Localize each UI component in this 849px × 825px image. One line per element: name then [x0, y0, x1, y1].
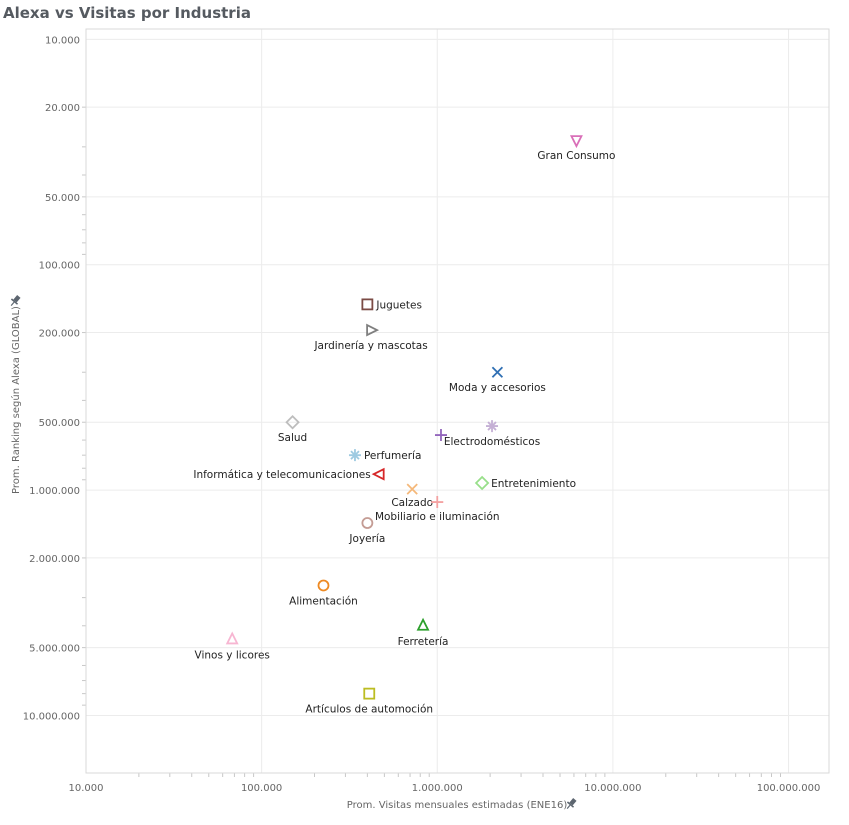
- y-tick-label: 2.000.000: [29, 554, 80, 565]
- point-calzado[interactable]: Calzado: [391, 483, 433, 509]
- x-tick-label: 1.000.000: [412, 783, 463, 794]
- y-tick-label: 100.000: [39, 261, 80, 272]
- marker-circle[interactable]: [361, 517, 374, 529]
- point-label: Electrodomésticos: [444, 436, 540, 448]
- marker-plus[interactable]: [434, 429, 447, 442]
- point-label: Perfumería: [364, 450, 421, 462]
- x-tick-label: 10.000.000: [584, 783, 641, 794]
- y-tick-label: 50.000: [45, 193, 80, 204]
- y-axis-pin-icon[interactable]: [8, 294, 22, 308]
- x-axis-ticks: 10.000 100.000 1.000.000 10.000.000 100.000.…: [69, 783, 821, 794]
- point-label: Mobiliario e iluminación: [375, 511, 500, 523]
- y-tick-label: 20.000: [45, 103, 80, 114]
- marker-triangle-right[interactable]: [366, 323, 380, 337]
- point-informatica-y-telecomunicaciones[interactable]: Informática y telecomunicaciones: [193, 467, 385, 481]
- y-tick-label: 10.000: [45, 35, 80, 46]
- point-moda-y-accesorios[interactable]: Moda y accesorios: [449, 366, 546, 394]
- marker-square[interactable]: [363, 687, 376, 700]
- point-label: Juguetes: [375, 299, 422, 311]
- y-tick-label: 500.000: [39, 418, 80, 429]
- marker-asterisk[interactable]: [486, 420, 499, 433]
- point-electrodomesticos[interactable]: Electrodomésticos: [444, 420, 540, 448]
- point-salud[interactable]: Salud: [278, 414, 307, 444]
- x-tick-label: 100.000.000: [757, 783, 821, 794]
- point-label: Jardinería y mascotas: [313, 340, 427, 352]
- point-joyeria[interactable]: Joyería: [348, 517, 385, 545]
- point-ferreteria[interactable]: Ferretería: [398, 617, 449, 648]
- point-label: Vinos y licores: [195, 649, 270, 661]
- point-entretenimiento[interactable]: Entretenimiento: [474, 475, 576, 491]
- marker-asterisk[interactable]: [348, 449, 361, 462]
- point-label: Calzado: [391, 497, 433, 509]
- x-axis-label: Prom. Visitas mensuales estimadas (ENE16…: [347, 800, 568, 811]
- plot-frame: [85, 28, 830, 774]
- x-tick-label: 100.000: [241, 783, 282, 794]
- marker-triangle-down[interactable]: [569, 135, 583, 149]
- x-tick-label: 10.000: [69, 783, 104, 794]
- point-juguetes[interactable]: Juguetes: [361, 298, 422, 311]
- point-label: Moda y accesorios: [449, 382, 546, 394]
- data-points: Gran Consumo Juguetes Jardinería y mascota…: [193, 135, 615, 716]
- point-label: Alimentación: [289, 595, 358, 607]
- point-vinos-y-licores[interactable]: Vinos y licores: [195, 631, 270, 661]
- point-articulos-de-automocion[interactable]: Artículos de automoción: [305, 687, 433, 716]
- point-alimentacion[interactable]: Alimentación: [289, 579, 358, 607]
- y-axis-label: Prom. Ranking según Alexa (GLOBAL): [10, 306, 22, 494]
- marker-x[interactable]: [406, 483, 418, 495]
- point-unlabeled[interactable]: [434, 429, 447, 442]
- marker-plus[interactable]: [431, 496, 444, 509]
- marker-square[interactable]: [361, 298, 374, 311]
- point-label: Artículos de automoción: [305, 704, 433, 716]
- point-label: Gran Consumo: [537, 150, 615, 162]
- marker-diamond[interactable]: [285, 414, 300, 430]
- point-label: Informática y telecomunicaciones: [193, 469, 370, 481]
- marker-triangle-up[interactable]: [416, 617, 430, 631]
- chart-title: Alexa vs Visitas por Industria: [3, 4, 251, 22]
- x-axis-pin-icon[interactable]: [564, 797, 578, 811]
- point-perfumeria[interactable]: Perfumería: [348, 449, 421, 462]
- point-jardineria-y-mascotas[interactable]: Jardinería y mascotas: [313, 323, 428, 352]
- marker-diamond[interactable]: [474, 475, 490, 491]
- point-label: Entretenimiento: [491, 478, 576, 490]
- marker-triangle-left[interactable]: [371, 467, 385, 481]
- grid-lines: [82, 29, 829, 777]
- y-tick-label: 200.000: [39, 329, 80, 340]
- marker-x[interactable]: [491, 366, 504, 378]
- y-tick-label: 1.000.000: [29, 486, 80, 497]
- point-label: Ferretería: [398, 636, 449, 648]
- point-gran-consumo[interactable]: Gran Consumo: [537, 135, 615, 162]
- y-axis-ticks: 10.000 20.000 50.000 100.000 200.000 500.000 1…: [23, 35, 80, 722]
- y-tick-label: 5.000.000: [29, 644, 80, 655]
- marker-circle[interactable]: [317, 579, 330, 592]
- point-label: Joyería: [348, 533, 385, 545]
- point-label: Salud: [278, 432, 307, 444]
- point-mobiliario-e-iluminacion[interactable]: Mobiliario e iluminación: [375, 496, 500, 523]
- y-tick-label: 10.000.000: [23, 711, 80, 722]
- marker-triangle-up[interactable]: [225, 631, 239, 645]
